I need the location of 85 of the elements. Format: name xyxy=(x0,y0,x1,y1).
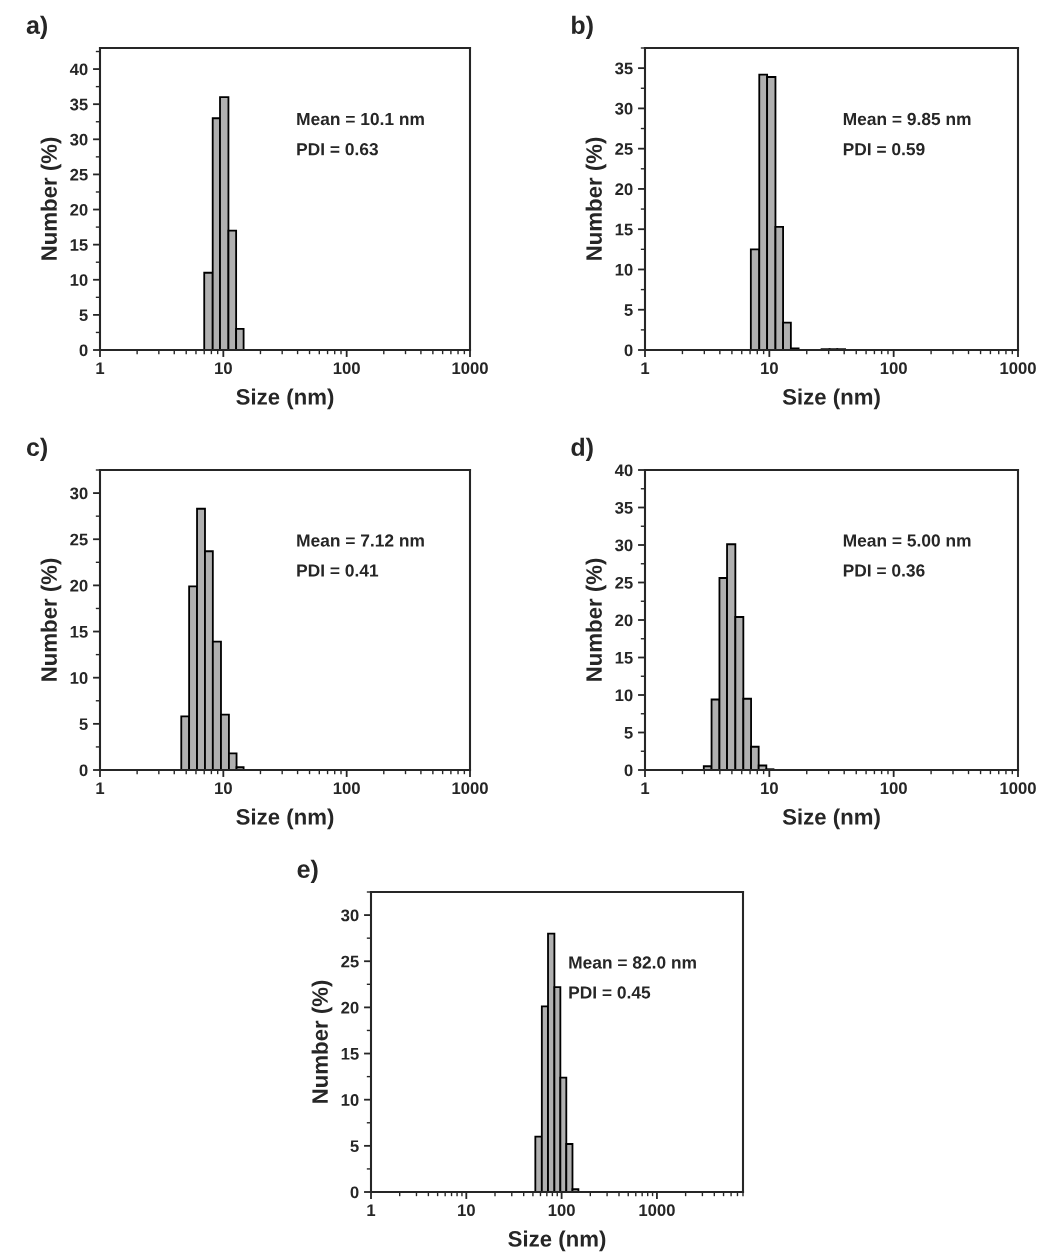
x-tick-label: 1000 xyxy=(1000,362,1036,375)
y-tick-label: 30 xyxy=(70,133,88,146)
x-tick-label: 1 xyxy=(641,782,650,794)
y-tick-label: 30 xyxy=(615,539,633,552)
x-axis-title: Size (nm) xyxy=(508,1230,606,1252)
x-tick-label: 100 xyxy=(333,362,360,375)
y-tick-label: 25 xyxy=(70,168,88,181)
y-tick-label: 20 xyxy=(615,614,633,627)
y-tick-label: 15 xyxy=(341,1048,359,1060)
y-tick-label: 5 xyxy=(624,304,633,316)
annotation: Mean = 10.1 nm xyxy=(297,112,424,126)
annotation: Mean = 5.00 nm xyxy=(843,534,971,547)
annotation: PDI = 0.59 xyxy=(843,143,925,156)
y-tick-label: 20 xyxy=(615,183,633,196)
annotation: PDI = 0.45 xyxy=(569,986,651,999)
y-axis-title: Number (%) xyxy=(40,137,62,260)
x-axis-title: Size (nm) xyxy=(236,808,334,830)
x-axis-title: Size (nm) xyxy=(782,808,880,830)
annotation: Mean = 82.0 nm xyxy=(569,956,696,969)
chart-title: b) xyxy=(572,15,593,39)
y-tick-label: 0 xyxy=(79,344,88,357)
y-tick-label: 0 xyxy=(79,764,88,777)
y-tick-label: 25 xyxy=(341,955,359,968)
y-tick-label: 40 xyxy=(614,464,633,477)
annotation: Mean = 9.85 nm xyxy=(843,112,971,126)
y-tick-label: 35 xyxy=(615,501,633,514)
y-tick-label: 20 xyxy=(341,1001,359,1014)
y-tick-label: 15 xyxy=(615,223,633,236)
annotation: PDI = 0.36 xyxy=(843,564,925,577)
y-tick-label: 0 xyxy=(624,344,633,357)
x-tick-label: 1 xyxy=(96,362,105,374)
x-axis-title: Size (nm) xyxy=(782,388,880,410)
y-tick-label: 20 xyxy=(70,203,88,216)
y-tick-label: 35 xyxy=(615,62,633,75)
x-tick-label: 100 xyxy=(333,782,360,795)
y-tick-label: 15 xyxy=(70,626,88,638)
y-tick-label: 25 xyxy=(615,143,633,155)
y-tick-label: 5 xyxy=(350,1140,359,1153)
y-tick-label: 10 xyxy=(70,672,88,684)
y-tick-label: 30 xyxy=(615,102,633,115)
y-tick-label: 5 xyxy=(624,727,633,739)
annotation: PDI = 0.41 xyxy=(297,564,379,577)
x-tick-label: 10 xyxy=(761,362,778,375)
y-tick-label: 15 xyxy=(70,239,88,251)
x-tick-label: 10 xyxy=(215,782,232,795)
x-tick-label: 10 xyxy=(761,782,778,795)
y-tick-label: 10 xyxy=(615,263,633,276)
y-axis-title: Number (%) xyxy=(311,980,333,1103)
x-tick-label: 1 xyxy=(96,782,105,794)
chart-title: e) xyxy=(297,859,318,883)
x-tick-label: 1000 xyxy=(1000,782,1036,795)
y-tick-label: 25 xyxy=(70,533,88,546)
chart-title: a) xyxy=(26,15,47,39)
x-tick-label: 1000 xyxy=(452,782,488,795)
y-tick-label: 10 xyxy=(341,1094,359,1106)
x-tick-label: 100 xyxy=(548,1204,575,1217)
y-tick-label: 0 xyxy=(624,764,633,777)
y-tick-label: 5 xyxy=(79,309,88,322)
x-tick-label: 1 xyxy=(641,362,650,374)
y-tick-label: 30 xyxy=(70,487,88,500)
y-axis-title: Number (%) xyxy=(585,137,607,260)
y-axis-title: Number (%) xyxy=(40,558,62,681)
y-tick-label: 10 xyxy=(70,274,88,286)
annotation: Mean = 7.12 nm xyxy=(297,534,424,547)
y-tick-label: 15 xyxy=(615,652,633,664)
x-tick-label: 1000 xyxy=(452,362,488,375)
x-tick-label: 100 xyxy=(880,362,907,375)
y-tick-label: 30 xyxy=(341,909,359,922)
y-tick-label: 5 xyxy=(79,718,88,731)
y-tick-label: 20 xyxy=(70,579,88,592)
y-tick-label: 40 xyxy=(69,63,88,76)
y-tick-label: 10 xyxy=(615,689,633,702)
chart-title: c) xyxy=(26,437,47,461)
annotation: PDI = 0.63 xyxy=(297,143,378,156)
x-axis-title: Size (nm) xyxy=(236,388,334,410)
x-tick-label: 10 xyxy=(458,1204,475,1217)
y-axis-title: Number (%) xyxy=(585,558,607,681)
x-tick-label: 1000 xyxy=(639,1204,675,1217)
x-tick-label: 1 xyxy=(367,1204,376,1216)
y-tick-label: 25 xyxy=(615,576,633,589)
y-tick-label: 35 xyxy=(70,98,88,111)
y-tick-label: 0 xyxy=(350,1186,359,1199)
x-tick-label: 100 xyxy=(880,782,907,795)
chart-title: d) xyxy=(571,437,593,461)
x-tick-label: 10 xyxy=(215,362,232,375)
